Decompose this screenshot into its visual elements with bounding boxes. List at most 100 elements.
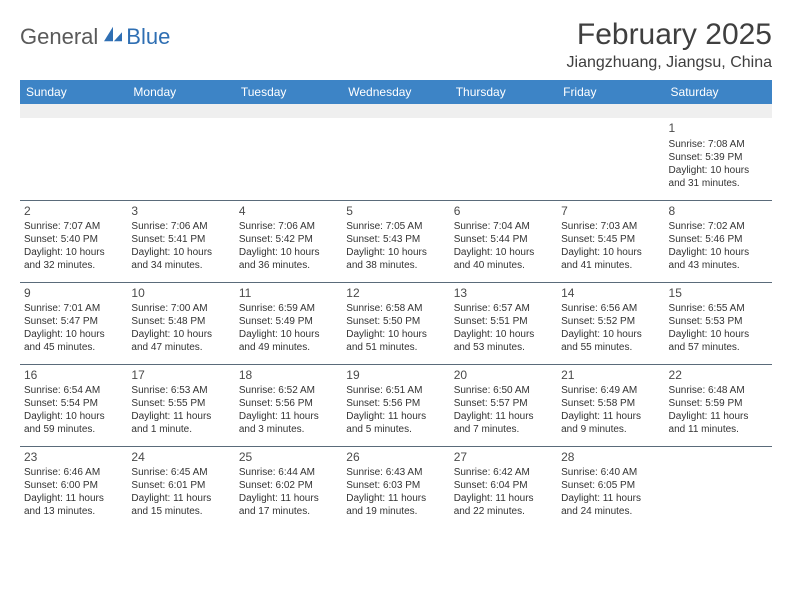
cell-line: Sunrise: 6:59 AM [239, 302, 338, 315]
logo-text-blue: Blue [126, 24, 170, 50]
col-friday: Friday [557, 80, 664, 104]
cell-line: and 24 minutes. [561, 505, 660, 518]
day-cell: 12Sunrise: 6:58 AMSunset: 5:50 PMDayligh… [342, 282, 449, 364]
col-wednesday: Wednesday [342, 80, 449, 104]
cell-line: Sunset: 5:40 PM [24, 233, 123, 246]
col-tuesday: Tuesday [235, 80, 342, 104]
day-cell: 2Sunrise: 7:07 AMSunset: 5:40 PMDaylight… [20, 200, 127, 282]
day-cell: 4Sunrise: 7:06 AMSunset: 5:42 PMDaylight… [235, 200, 342, 282]
cell-line: Sunset: 5:47 PM [24, 315, 123, 328]
day-number: 6 [454, 204, 553, 220]
day-number: 12 [346, 286, 445, 302]
cell-line: Sunrise: 7:05 AM [346, 220, 445, 233]
cell-line: Sunrise: 6:49 AM [561, 384, 660, 397]
cell-line: and 7 minutes. [454, 423, 553, 436]
day-number: 1 [669, 121, 768, 137]
day-number: 24 [131, 450, 230, 466]
cell-line: Daylight: 11 hours [131, 410, 230, 423]
cell-line: and 43 minutes. [669, 259, 768, 272]
day-number: 18 [239, 368, 338, 384]
cell-line: Daylight: 10 hours [346, 246, 445, 259]
cell-line: Sunrise: 6:43 AM [346, 466, 445, 479]
day-number: 7 [561, 204, 660, 220]
cell-line: Daylight: 10 hours [346, 328, 445, 341]
cell-line: Daylight: 10 hours [239, 246, 338, 259]
cell-line: Sunrise: 6:52 AM [239, 384, 338, 397]
day-number: 22 [669, 368, 768, 384]
day-cell: 15Sunrise: 6:55 AMSunset: 5:53 PMDayligh… [665, 282, 772, 364]
cell-line: Sunset: 5:54 PM [24, 397, 123, 410]
cell-line: Sunrise: 7:01 AM [24, 302, 123, 315]
day-cell: 28Sunrise: 6:40 AMSunset: 6:05 PMDayligh… [557, 446, 664, 528]
day-cell [127, 118, 234, 200]
cell-line: Sunrise: 7:06 AM [239, 220, 338, 233]
cell-line: and 40 minutes. [454, 259, 553, 272]
cell-line: Sunrise: 7:02 AM [669, 220, 768, 233]
day-cell: 7Sunrise: 7:03 AMSunset: 5:45 PMDaylight… [557, 200, 664, 282]
day-number: 19 [346, 368, 445, 384]
day-number: 11 [239, 286, 338, 302]
day-header-row: Sunday Monday Tuesday Wednesday Thursday… [20, 80, 772, 104]
cell-line: and 1 minute. [131, 423, 230, 436]
calendar-table: Sunday Monday Tuesday Wednesday Thursday… [20, 80, 772, 528]
location-label: Jiangzhuang, Jiangsu, China [567, 54, 772, 72]
day-cell: 1Sunrise: 7:08 AMSunset: 5:39 PMDaylight… [665, 118, 772, 200]
cell-line: and 3 minutes. [239, 423, 338, 436]
week-row: 16Sunrise: 6:54 AMSunset: 5:54 PMDayligh… [20, 364, 772, 446]
day-cell: 22Sunrise: 6:48 AMSunset: 5:59 PMDayligh… [665, 364, 772, 446]
cell-line: Sunrise: 6:42 AM [454, 466, 553, 479]
day-number: 10 [131, 286, 230, 302]
day-cell: 6Sunrise: 7:04 AMSunset: 5:44 PMDaylight… [450, 200, 557, 282]
day-cell: 26Sunrise: 6:43 AMSunset: 6:03 PMDayligh… [342, 446, 449, 528]
week-row: 1Sunrise: 7:08 AMSunset: 5:39 PMDaylight… [20, 118, 772, 200]
cell-line: Sunset: 5:45 PM [561, 233, 660, 246]
day-cell: 23Sunrise: 6:46 AMSunset: 6:00 PMDayligh… [20, 446, 127, 528]
cell-line: Sunrise: 6:40 AM [561, 466, 660, 479]
day-cell: 18Sunrise: 6:52 AMSunset: 5:56 PMDayligh… [235, 364, 342, 446]
cell-line: Sunrise: 6:58 AM [346, 302, 445, 315]
month-title: February 2025 [567, 18, 772, 52]
day-number: 28 [561, 450, 660, 466]
day-cell: 13Sunrise: 6:57 AMSunset: 5:51 PMDayligh… [450, 282, 557, 364]
cell-line: Sunset: 5:53 PM [669, 315, 768, 328]
cell-line: Daylight: 10 hours [24, 328, 123, 341]
cell-line: Sunrise: 7:07 AM [24, 220, 123, 233]
day-cell [20, 118, 127, 200]
day-number: 20 [454, 368, 553, 384]
day-cell [665, 446, 772, 528]
cell-line: Daylight: 11 hours [24, 492, 123, 505]
day-cell: 24Sunrise: 6:45 AMSunset: 6:01 PMDayligh… [127, 446, 234, 528]
cell-line: Daylight: 10 hours [454, 246, 553, 259]
cell-line: Daylight: 11 hours [454, 492, 553, 505]
day-cell: 10Sunrise: 7:00 AMSunset: 5:48 PMDayligh… [127, 282, 234, 364]
cell-line: Sunrise: 7:08 AM [669, 138, 768, 151]
cell-line: and 49 minutes. [239, 341, 338, 354]
cell-line: Daylight: 10 hours [669, 164, 768, 177]
cell-line: Sunrise: 6:48 AM [669, 384, 768, 397]
cell-line: Daylight: 10 hours [561, 246, 660, 259]
day-cell: 21Sunrise: 6:49 AMSunset: 5:58 PMDayligh… [557, 364, 664, 446]
day-cell: 27Sunrise: 6:42 AMSunset: 6:04 PMDayligh… [450, 446, 557, 528]
cell-line: Daylight: 11 hours [669, 410, 768, 423]
cell-line: Sunset: 5:56 PM [346, 397, 445, 410]
cell-line: and 45 minutes. [24, 341, 123, 354]
cell-line: Sunrise: 6:45 AM [131, 466, 230, 479]
cell-line: and 38 minutes. [346, 259, 445, 272]
cell-line: Sunset: 6:04 PM [454, 479, 553, 492]
cell-line: Sunrise: 6:50 AM [454, 384, 553, 397]
cell-line: Daylight: 10 hours [24, 246, 123, 259]
day-number: 2 [24, 204, 123, 220]
cell-line: Daylight: 11 hours [346, 410, 445, 423]
cell-line: and 47 minutes. [131, 341, 230, 354]
logo-text-general: General [20, 24, 98, 50]
cell-line: and 22 minutes. [454, 505, 553, 518]
cell-line: Sunset: 5:58 PM [561, 397, 660, 410]
day-cell: 3Sunrise: 7:06 AMSunset: 5:41 PMDaylight… [127, 200, 234, 282]
blank-row [20, 104, 772, 118]
day-cell [342, 118, 449, 200]
col-thursday: Thursday [450, 80, 557, 104]
day-cell: 11Sunrise: 6:59 AMSunset: 5:49 PMDayligh… [235, 282, 342, 364]
cell-line: Daylight: 11 hours [239, 492, 338, 505]
cell-line: Sunset: 6:03 PM [346, 479, 445, 492]
day-number: 5 [346, 204, 445, 220]
